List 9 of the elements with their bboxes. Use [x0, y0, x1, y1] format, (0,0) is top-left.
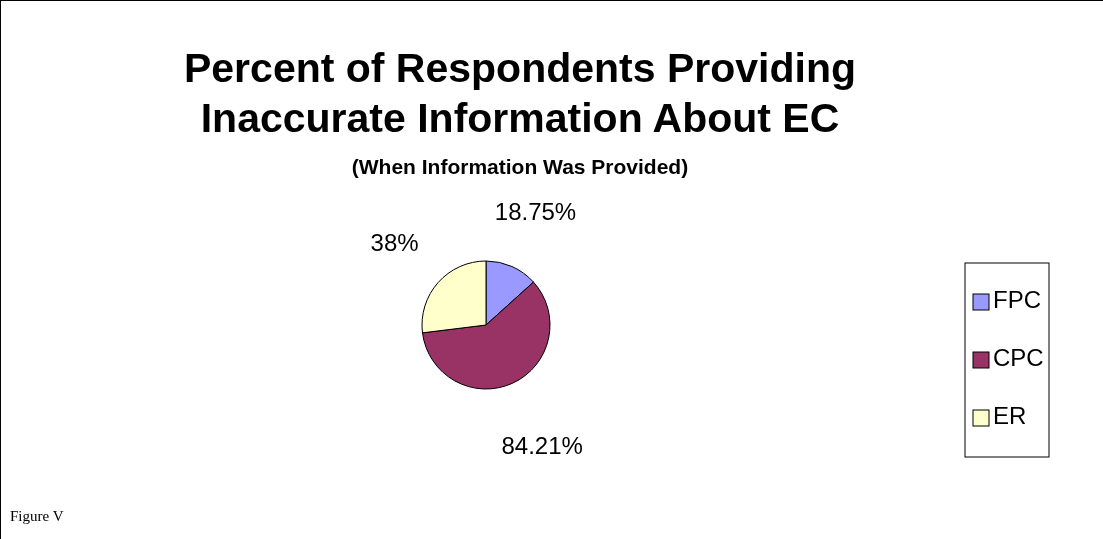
data-label: 18.75% — [494, 197, 577, 225]
chart-title: Percent of Respondents Providing Inaccurate Information About EC — [183, 45, 857, 141]
chart-subtitle: (When Information Was Provided) — [351, 155, 689, 178]
data-label: 84.21% — [501, 432, 583, 460]
legend-label: ER — [993, 402, 1027, 430]
data-label: 38% — [370, 228, 419, 256]
legend-label: CPC — [993, 344, 1044, 372]
legend-label: FPC — [993, 286, 1041, 314]
text: Figure V — [10, 508, 64, 524]
